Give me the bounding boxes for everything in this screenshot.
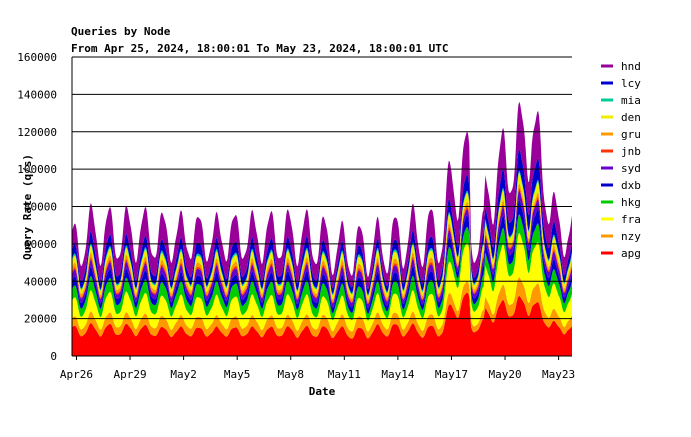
area-nzy [72, 277, 572, 339]
x-axis-label: Date [309, 385, 336, 398]
area-hkg [72, 214, 572, 321]
area-apg [72, 292, 572, 356]
legend-label-dxb: dxb [621, 179, 641, 192]
legend-label-apg: apg [621, 247, 641, 260]
axes [71, 57, 572, 357]
legend-label-jnb: jnb [621, 145, 641, 158]
gridlines [72, 56, 572, 320]
area-fra [72, 232, 572, 332]
y-tick-label: 60000 [24, 238, 57, 251]
legend-label-hnd: hnd [621, 60, 641, 73]
y-tick-label: 120000 [17, 126, 57, 139]
area-hnd [72, 101, 572, 289]
legend-label-lcy: lcy [621, 77, 641, 90]
area-syd [72, 190, 572, 309]
legend-label-nzy: nzy [621, 230, 641, 243]
area-jnb [72, 187, 572, 304]
area-gru [72, 183, 572, 303]
area-dxb [72, 199, 572, 314]
area-layers [72, 101, 572, 356]
x-tick-label: May8 [278, 368, 305, 381]
legend-label-den: den [621, 111, 641, 124]
y-tick-label: 20000 [24, 313, 57, 326]
area-mia [72, 170, 572, 296]
x-tick-label: May17 [435, 368, 468, 381]
y-tick-label: 0 [50, 350, 57, 363]
y-tick-label: 160000 [17, 51, 57, 64]
chart-subtitle: From Apr 25, 2024, 18:00:01 To May 23, 2… [71, 42, 449, 55]
legend-label-gru: gru [621, 128, 641, 141]
legend-label-hkg: hkg [621, 196, 641, 209]
x-tick-label: May20 [488, 368, 521, 381]
legend-label-fra: fra [621, 213, 641, 226]
x-tick-label: May2 [170, 368, 197, 381]
y-tick-label: 100000 [17, 163, 57, 176]
x-tick-label: May5 [224, 368, 251, 381]
legend-label-syd: syd [621, 162, 641, 175]
y-tick-label: 140000 [17, 88, 57, 101]
x-tick-label: Apr26 [60, 368, 93, 381]
y-tick-label: 40000 [24, 275, 57, 288]
x-tick-labels: Apr26 Apr29 May2 May5 May8 May11 May14 May17 May… [60, 356, 575, 381]
x-tick-label: May11 [328, 368, 361, 381]
y-tick-labels: 0 20000 40000 60000 80000 100000 120000 140000 1… [17, 51, 57, 363]
area-lcy [72, 148, 572, 295]
chart-title: Queries by Node [71, 25, 171, 38]
y-tick-label: 80000 [24, 201, 57, 214]
y-axis-label: Query Rate (q/s) [21, 154, 34, 260]
x-tick-label: May23 [542, 368, 575, 381]
area-den [72, 172, 572, 300]
legend-label-mia: mia [621, 94, 641, 107]
x-tick-label: Apr29 [113, 368, 146, 381]
legend: hnd lcy mia den gru jnb syd dxb hkg fra nzy apg [601, 60, 641, 260]
x-tick-label: May14 [381, 368, 414, 381]
